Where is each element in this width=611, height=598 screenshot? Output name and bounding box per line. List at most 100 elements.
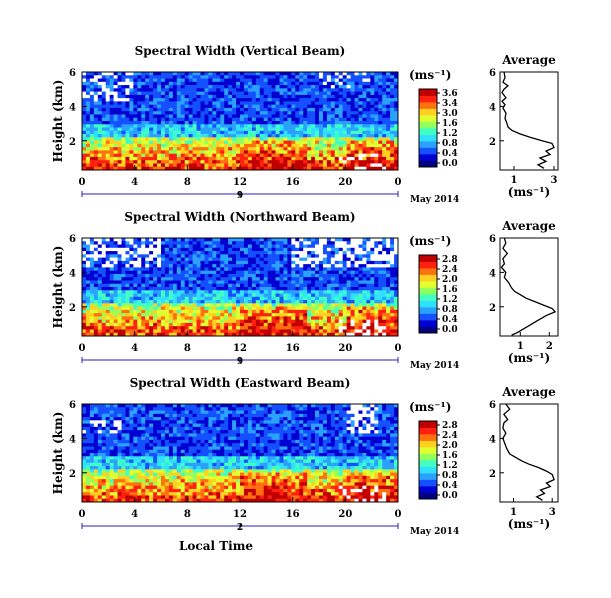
heatmap-cell [161,257,166,262]
heatmap-cell [346,81,351,86]
heatmap-cell [247,309,253,314]
heatmap-cell [89,134,95,138]
heatmap-cell [366,163,371,168]
heatmap-cell [204,153,209,158]
heatmap-cell [295,313,300,317]
heatmap-cell [303,273,308,278]
heatmap-cell [370,254,375,258]
heatmap-cell [240,293,245,298]
heatmap-cell [137,72,142,76]
heatmap-cell [390,264,395,268]
heatmap-cell [149,247,154,252]
heatmap-cell [109,111,114,115]
heatmap-cell [161,147,166,151]
heatmap-cell [212,104,217,109]
heatmap-cell [275,283,280,288]
heatmap-cell [382,322,387,327]
heatmap-cell [172,296,178,301]
heatmap-cell [85,293,91,298]
heatmap-cell [267,114,272,119]
heatmap-cell [117,124,122,128]
heatmap-cell [243,322,249,327]
heatmap-cell [141,267,146,271]
heatmap-cell [307,124,312,128]
heatmap-cell [97,322,103,327]
heatmap-cell [172,85,178,89]
heatmap-cell [164,153,170,158]
heatmap-cell [259,98,264,102]
heatmap-cell [350,75,355,79]
heatmap-cell [113,111,118,115]
heatmap-cell [378,75,383,79]
heatmap-cell [121,147,126,151]
heatmap-cell [295,98,300,102]
heatmap-cell [216,280,221,285]
heatmap-cell [200,124,205,128]
heatmap-cell [141,163,146,168]
heatmap-cell [196,72,201,76]
heatmap-cell [263,280,268,285]
heatmap-cell [176,130,182,135]
heatmap-cell [228,270,233,275]
heatmap-cell [133,303,138,307]
heatmap-cell [117,91,122,96]
heatmap-cell [322,264,328,268]
heatmap-cell [105,143,110,148]
heatmap-cell [113,280,118,285]
heatmap-cell [109,316,114,320]
heatmap-cell [350,81,355,86]
heatmap-cell [370,101,375,105]
heatmap-cell [164,88,170,92]
heatmap-cell [287,290,292,294]
heatmap-cell [89,98,95,102]
heatmap-cell [322,280,328,285]
heatmap-cell [141,241,146,245]
heatmap-cell [390,130,395,135]
heatmap-cell [161,296,166,301]
heatmap-cell [137,316,142,320]
heatmap-cell [386,130,391,135]
heatmap-cell [129,140,134,145]
heatmap-cell [378,104,383,109]
heatmap-cell [319,313,324,317]
heatmap-cell [216,160,221,164]
heatmap-cell [275,303,280,307]
heatmap-cell [161,153,166,158]
heatmap-cell [184,260,189,265]
heatmap-cell [168,94,174,99]
heatmap-cell [85,150,91,154]
heatmap-cell [145,91,150,96]
heatmap-cell [208,143,213,148]
heatmap-cell [362,257,367,262]
heatmap-cell [307,91,312,96]
heatmap-cell [157,264,162,268]
heatmap-cell [330,78,336,83]
heatmap-cell [204,326,209,330]
heatmap-cell [386,98,391,102]
heatmap-cell [315,264,320,268]
heatmap-cell [267,238,272,242]
heatmap-cell [176,117,182,122]
profile-y-tick-label: 2 [489,137,496,148]
heatmap-cell [97,254,103,258]
heatmap-cell [378,316,383,320]
heatmap-cell [267,91,272,96]
heatmap-cell [263,150,268,154]
heatmap-cell [271,293,276,298]
heatmap-cell [251,114,257,119]
heatmap-cell [208,329,213,334]
heatmap-cell [299,114,304,119]
heatmap-cell [390,143,395,148]
heatmap-cell [322,147,328,151]
heatmap-cell [129,130,134,135]
heatmap-cell [330,254,336,258]
heatmap-cell [216,332,221,337]
heatmap-cell [157,273,162,278]
heatmap-cell [149,98,154,102]
heatmap-cell [390,81,395,86]
heatmap-cell [200,150,205,154]
heatmap-cell [311,127,316,132]
heatmap-cell [275,260,280,265]
heatmap-cell [153,277,158,281]
heatmap-cell [113,296,118,301]
